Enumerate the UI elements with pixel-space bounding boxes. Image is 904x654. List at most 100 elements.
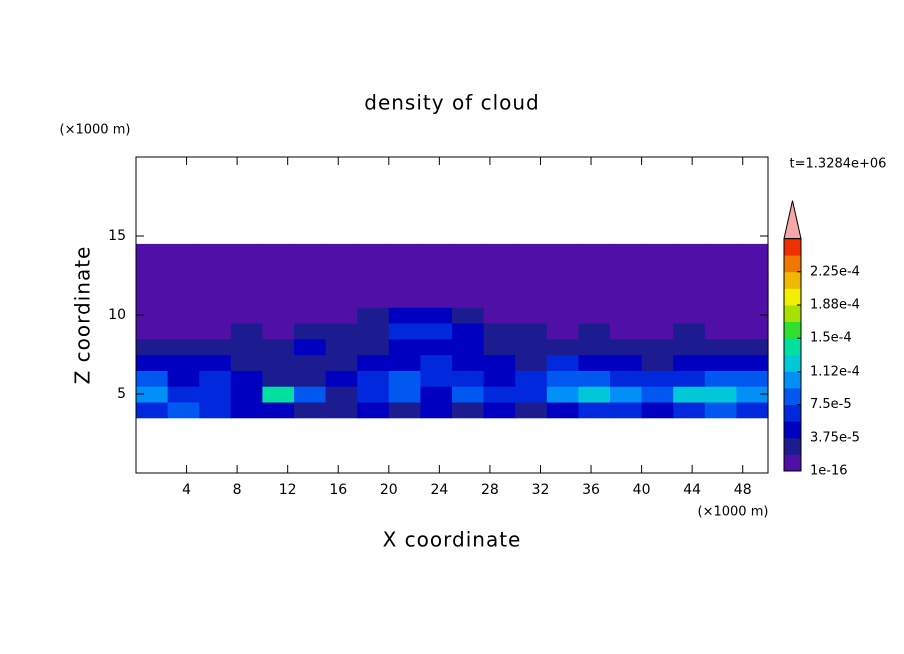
contour-cell bbox=[388, 338, 421, 356]
contour-cell bbox=[610, 401, 643, 419]
contour-cell bbox=[578, 354, 611, 371]
contour-cell bbox=[294, 307, 327, 324]
contour-cell bbox=[483, 275, 516, 292]
contour-cell bbox=[704, 291, 737, 308]
contour-cell bbox=[704, 275, 737, 292]
colorbar-band bbox=[784, 338, 801, 356]
contour-cell bbox=[736, 275, 769, 292]
colorbar-tick-label: 1.88e-4 bbox=[810, 298, 860, 313]
contour-cell bbox=[641, 275, 674, 292]
x-tick-label: 24 bbox=[430, 482, 448, 498]
contour-cell bbox=[704, 354, 737, 371]
contour-cell bbox=[641, 291, 674, 308]
contour-cell bbox=[704, 338, 737, 356]
colorbar-tick-label: 3.75e-5 bbox=[810, 430, 860, 445]
contour-cell bbox=[578, 259, 611, 277]
contour-cell bbox=[388, 243, 421, 261]
x-tick-label: 36 bbox=[582, 482, 600, 498]
contour-cell bbox=[388, 259, 421, 277]
contour-cell bbox=[452, 259, 485, 277]
contour-cell bbox=[199, 370, 232, 387]
contour-cell bbox=[515, 401, 548, 419]
contour-cell bbox=[578, 401, 611, 419]
contour-cell bbox=[673, 275, 706, 292]
x-axis-label: X coordinate bbox=[383, 528, 522, 552]
contour-cell bbox=[325, 370, 358, 387]
contour-cell bbox=[294, 275, 327, 292]
contour-cell bbox=[357, 322, 390, 340]
y-axis-label: Z coordinate bbox=[71, 246, 95, 385]
contour-cell bbox=[673, 386, 706, 403]
contour-cell bbox=[704, 370, 737, 387]
contour-cell bbox=[325, 275, 358, 292]
contour-cell bbox=[230, 370, 263, 387]
contour-cell bbox=[325, 259, 358, 277]
contour-cell bbox=[357, 370, 390, 387]
contour-cell bbox=[167, 322, 200, 340]
contour-cell bbox=[199, 275, 232, 292]
contour-cell bbox=[388, 291, 421, 308]
contour-cell bbox=[515, 259, 548, 277]
contour-cell bbox=[294, 401, 327, 419]
contour-cell bbox=[230, 259, 263, 277]
contour-cell bbox=[230, 401, 263, 419]
contour-cell bbox=[546, 401, 579, 419]
contour-cell bbox=[388, 275, 421, 292]
contour-cell bbox=[325, 401, 358, 419]
contour-cell bbox=[420, 370, 453, 387]
contour-cell bbox=[452, 243, 485, 261]
colorbar-frame bbox=[783, 238, 802, 472]
y-tick-label: 5 bbox=[117, 386, 126, 402]
contour-cell bbox=[357, 275, 390, 292]
contour-cell bbox=[578, 322, 611, 340]
contour-cell bbox=[136, 322, 169, 340]
colorbar-tick-label: 7.5e-5 bbox=[810, 397, 852, 412]
contour-cell bbox=[357, 338, 390, 356]
colorbar-tick-label: 1.12e-4 bbox=[810, 364, 860, 379]
contour-cell bbox=[578, 307, 611, 324]
contour-cell bbox=[673, 370, 706, 387]
contour-cell bbox=[357, 401, 390, 419]
contour-cell bbox=[199, 259, 232, 277]
annotation: t=1.3284e+06 bbox=[790, 157, 887, 172]
contour-cell bbox=[641, 401, 674, 419]
contour-cell bbox=[199, 322, 232, 340]
contour-cell bbox=[230, 275, 263, 292]
contour-cell bbox=[641, 370, 674, 387]
colorbar-band bbox=[784, 354, 801, 372]
contour-cell bbox=[199, 338, 232, 356]
contour-cell bbox=[420, 275, 453, 292]
contour-cell bbox=[483, 354, 516, 371]
contour-cell bbox=[610, 275, 643, 292]
contour-cell bbox=[357, 243, 390, 261]
contour-cell bbox=[483, 307, 516, 324]
contour-cell bbox=[420, 401, 453, 419]
contour-cell bbox=[325, 307, 358, 324]
contour-cell bbox=[136, 370, 169, 387]
contour-cell bbox=[515, 386, 548, 403]
contour-cell bbox=[546, 386, 579, 403]
contour-cell bbox=[262, 338, 295, 356]
contour-cell bbox=[230, 354, 263, 371]
contour-cell bbox=[136, 338, 169, 356]
contour-cell bbox=[136, 275, 169, 292]
y-tick-label: 15 bbox=[108, 228, 126, 244]
colorbar-band bbox=[784, 454, 801, 472]
y-unit: (×1000 m) bbox=[60, 123, 131, 138]
x-tick-label: 8 bbox=[233, 482, 242, 498]
contour-cell bbox=[610, 370, 643, 387]
contour-cell bbox=[483, 401, 516, 419]
contour-cell bbox=[704, 322, 737, 340]
x-tick-label: 44 bbox=[683, 482, 701, 498]
contour-cell bbox=[388, 307, 421, 324]
contour-cell bbox=[610, 259, 643, 277]
contour-cell bbox=[230, 386, 263, 403]
colorbar-tick-label: 1e-16 bbox=[810, 464, 848, 479]
contour-cell bbox=[167, 291, 200, 308]
contour-cell bbox=[641, 259, 674, 277]
x-tick-label: 16 bbox=[329, 482, 347, 498]
contour-cell bbox=[199, 243, 232, 261]
contour-cell bbox=[167, 243, 200, 261]
contour-cell bbox=[452, 370, 485, 387]
x-tick-label: 40 bbox=[633, 482, 651, 498]
